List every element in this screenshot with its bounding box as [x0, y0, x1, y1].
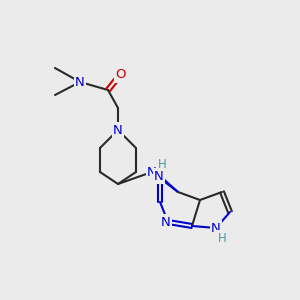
Text: N: N — [161, 215, 171, 229]
Text: H: H — [158, 158, 166, 170]
Text: N: N — [75, 76, 85, 88]
Text: O: O — [116, 68, 126, 82]
Text: N: N — [147, 166, 157, 178]
Text: N: N — [113, 124, 123, 136]
Text: N: N — [154, 169, 164, 182]
Text: H: H — [218, 232, 226, 244]
Text: N: N — [211, 221, 221, 235]
